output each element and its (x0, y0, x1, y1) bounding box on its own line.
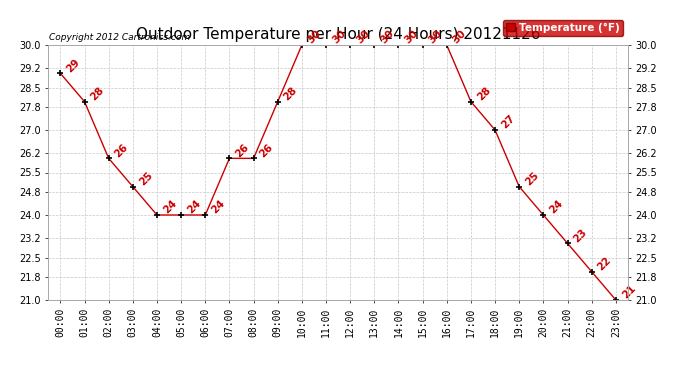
Text: 26: 26 (113, 142, 130, 159)
Text: 25: 25 (137, 170, 155, 187)
Text: 24: 24 (161, 198, 179, 216)
Title: Outdoor Temperature per Hour (24 Hours) 20121126: Outdoor Temperature per Hour (24 Hours) … (136, 27, 540, 42)
Text: 30: 30 (355, 28, 372, 46)
Text: 21: 21 (620, 283, 638, 301)
Text: 26: 26 (258, 142, 275, 159)
Legend: Temperature (°F): Temperature (°F) (503, 20, 622, 36)
Text: 25: 25 (524, 170, 541, 187)
Text: 23: 23 (572, 226, 589, 244)
Text: 24: 24 (186, 198, 203, 216)
Text: 30: 30 (427, 28, 444, 46)
Text: 30: 30 (451, 28, 469, 46)
Text: 28: 28 (282, 85, 299, 102)
Text: 30: 30 (306, 28, 324, 46)
Text: 28: 28 (89, 85, 106, 102)
Text: 24: 24 (548, 198, 565, 216)
Text: 30: 30 (331, 28, 348, 46)
Text: 30: 30 (379, 28, 396, 46)
Text: 24: 24 (210, 198, 227, 216)
Text: Copyright 2012 Cartronics.com: Copyright 2012 Cartronics.com (50, 33, 190, 42)
Text: 26: 26 (234, 142, 251, 159)
Text: 30: 30 (403, 28, 420, 46)
Text: 22: 22 (596, 255, 613, 272)
Text: 28: 28 (475, 85, 493, 102)
Text: 29: 29 (65, 57, 82, 74)
Text: 27: 27 (500, 113, 517, 130)
